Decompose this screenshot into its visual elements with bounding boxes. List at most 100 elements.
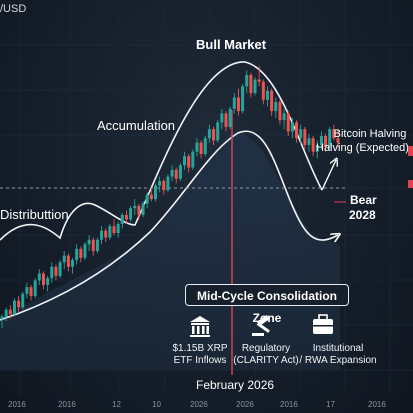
- candle-body: [87, 239, 91, 245]
- callout-institutional-line2: / RWA Expansion: [299, 355, 377, 366]
- candle-body: [79, 248, 83, 258]
- candle-body: [21, 293, 25, 308]
- x-tick: 2016: [8, 400, 26, 409]
- candle-body: [195, 142, 199, 152]
- candle-body: [0, 316, 4, 319]
- candle-body: [183, 156, 187, 166]
- candle-body: [174, 169, 178, 179]
- candle-body: [236, 97, 240, 112]
- candle-body: [54, 266, 58, 276]
- candle-body: [137, 205, 141, 215]
- candle-body: [336, 138, 340, 143]
- candle-body: [141, 203, 145, 215]
- candle-body: [71, 260, 75, 267]
- callout-institutional-line1: Institutional: [312, 343, 364, 354]
- candle-body: [50, 266, 54, 279]
- halving-arrow: [321, 160, 336, 191]
- candle-body: [83, 244, 87, 258]
- candle-body: [12, 300, 16, 315]
- bull-market-label: Bull Market: [196, 37, 267, 52]
- candle-body: [62, 255, 66, 263]
- x-tick: 2016: [280, 400, 298, 409]
- candle-body: [282, 113, 286, 121]
- accumulation-label: Accumulation: [97, 118, 176, 133]
- candle-body: [224, 113, 228, 127]
- x-tick: 2026: [236, 400, 254, 409]
- candle-body: [274, 102, 278, 112]
- candle-body: [307, 138, 311, 145]
- candle-body: [303, 129, 307, 145]
- distribution-label: Distributtion: [0, 207, 69, 222]
- candle-body: [295, 122, 299, 139]
- x-tick: 17: [326, 400, 335, 409]
- candle-body: [4, 309, 8, 317]
- candle-body: [290, 122, 294, 132]
- callout-etf: $1.15B XRP ETF Inflows: [158, 343, 242, 367]
- candle-body: [133, 205, 137, 209]
- candle-body: [66, 255, 70, 267]
- candle-body: [191, 151, 195, 168]
- x-tick: 2026: [190, 400, 208, 409]
- candle-body: [162, 181, 166, 191]
- candle-body: [319, 135, 323, 145]
- candle-body: [187, 156, 191, 168]
- candle-body: [278, 102, 282, 121]
- callout-institutional: Institutional / RWA Expansion: [296, 343, 380, 367]
- candle-body: [311, 138, 315, 152]
- candle-body: [129, 208, 133, 220]
- candle-body: [41, 273, 45, 285]
- event-date-label: February 2026: [196, 378, 275, 392]
- candle-body: [228, 108, 232, 127]
- candle-body: [220, 113, 224, 123]
- callout-regulatory: Regulatory (CLARITY Act): [229, 343, 303, 367]
- candle-body: [216, 122, 220, 141]
- price-marker-red: [408, 180, 413, 188]
- candle-body: [332, 129, 336, 139]
- candle-body: [253, 79, 257, 94]
- halving-label-line1: Bitcoin Halving: [333, 128, 407, 140]
- price-marker-red: [408, 146, 413, 156]
- candle-body: [124, 214, 128, 220]
- pair-label: /USD: [0, 3, 27, 15]
- candle-body: [328, 129, 332, 148]
- candle-body: [315, 144, 319, 152]
- callout-regulatory-line2: (CLARITY Act): [233, 355, 299, 366]
- candle-body: [170, 169, 174, 177]
- candle-body: [112, 226, 116, 233]
- candle-body: [158, 181, 162, 186]
- candle-body: [324, 135, 328, 148]
- x-tick: 12: [112, 400, 121, 409]
- candles: [0, 66, 340, 328]
- lower-support-curve: [0, 130, 338, 321]
- candle-body: [37, 273, 41, 281]
- callout-etf-line1: $1.15B XRP: [172, 343, 228, 354]
- candle-body: [178, 165, 182, 179]
- candle-body: [116, 223, 120, 233]
- candle-body: [95, 239, 99, 252]
- candle-body: [232, 97, 236, 109]
- candle-body: [29, 287, 33, 297]
- candle-body: [207, 129, 211, 139]
- candle-body: [199, 142, 203, 154]
- bear-year-label: 2028: [349, 208, 376, 222]
- callout-etf-line2: ETF Inflows: [173, 355, 227, 366]
- candle-body: [17, 300, 21, 308]
- zone-title-box: Mid-Cycle Consolidation Zone: [185, 284, 349, 325]
- candle-body: [241, 86, 245, 112]
- candle-body: [203, 138, 207, 154]
- bear-label: Bear: [350, 193, 377, 207]
- candle-body: [91, 239, 95, 252]
- candle-body: [33, 280, 37, 297]
- candle-body: [265, 90, 269, 100]
- candle-body: [249, 75, 253, 94]
- candle-body: [25, 287, 29, 294]
- candle-body: [270, 90, 274, 112]
- candle-body: [257, 79, 261, 82]
- halving-label-line2: Halving (Expected): [316, 142, 409, 154]
- candle-body: [75, 248, 79, 261]
- x-tick: 2016: [368, 400, 386, 409]
- candle-body: [245, 75, 249, 87]
- consolidation-zone-area: [0, 130, 340, 370]
